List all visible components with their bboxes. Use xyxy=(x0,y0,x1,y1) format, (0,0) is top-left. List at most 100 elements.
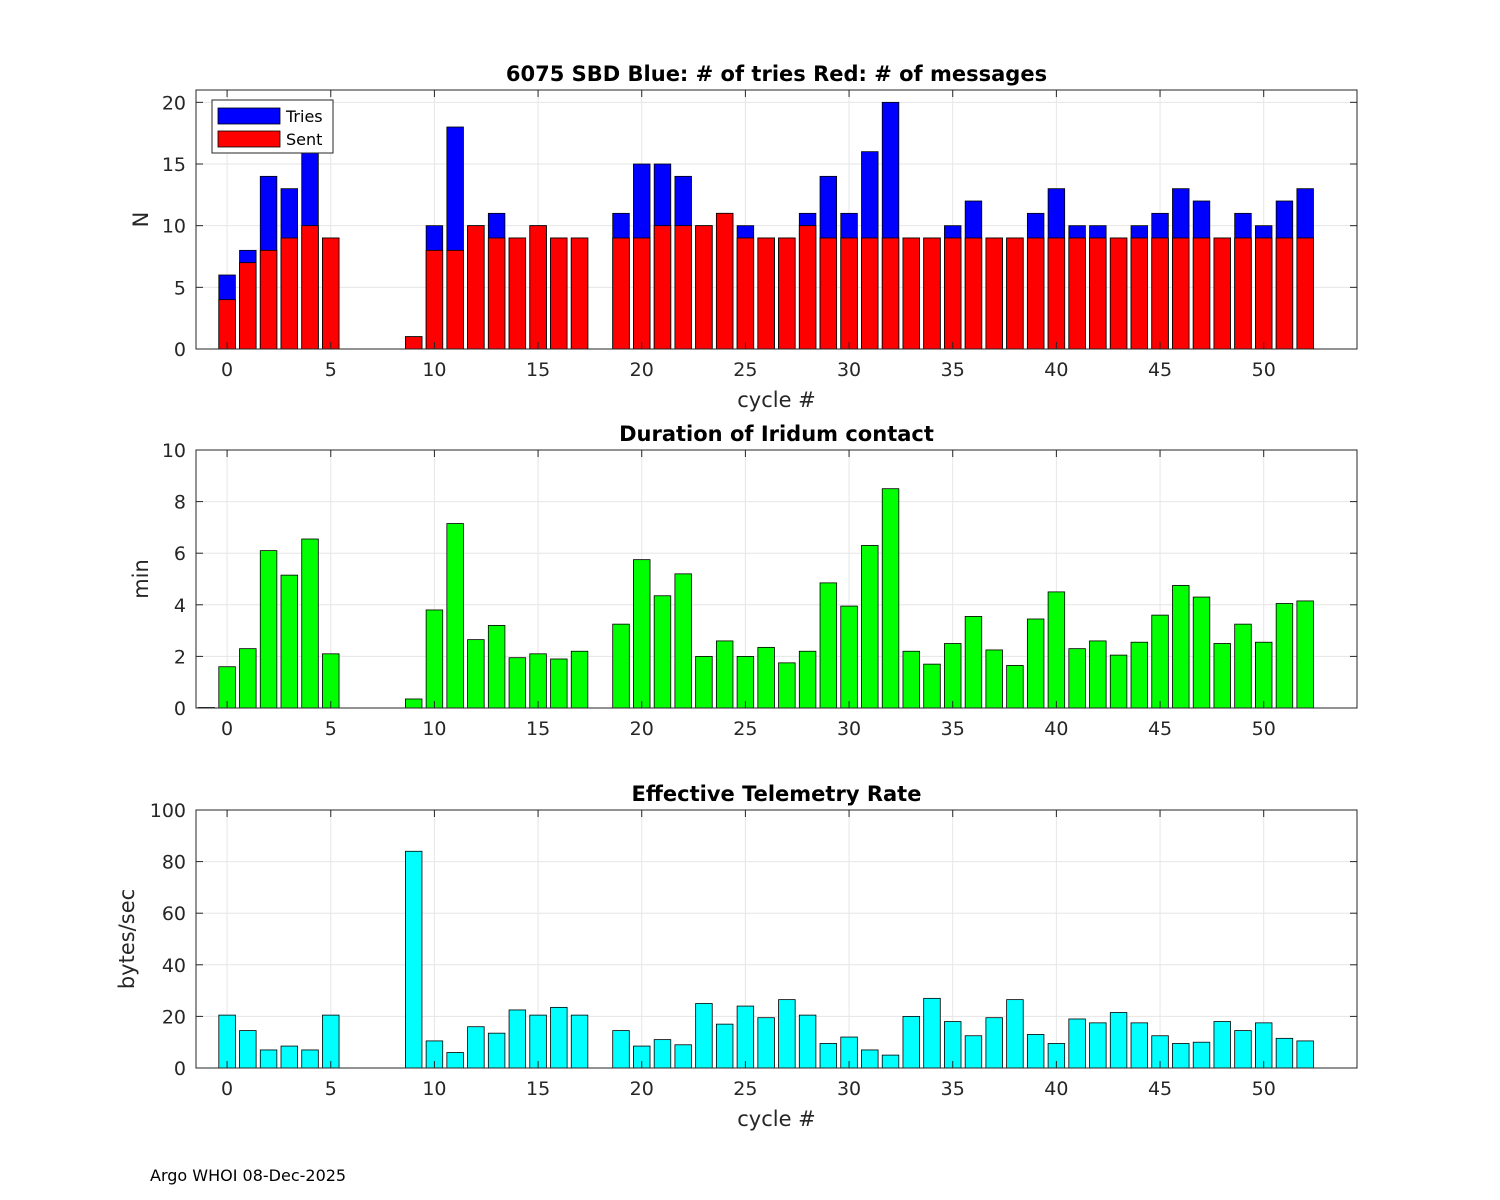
bar-value xyxy=(1275,1037,1294,1069)
bar-value xyxy=(322,653,340,709)
bar-value xyxy=(1192,596,1211,709)
bar-sent xyxy=(1006,237,1024,350)
x-tick-label: 0 xyxy=(221,359,233,381)
bar-sent xyxy=(1234,237,1252,350)
bar-value xyxy=(1213,643,1231,709)
bar-sent xyxy=(757,237,775,350)
x-tick-label: 40 xyxy=(1044,359,1068,381)
bar-value xyxy=(425,609,444,709)
x-tick-label: 40 xyxy=(1044,1078,1068,1100)
bar-value xyxy=(923,997,941,1069)
bar-value xyxy=(1109,1012,1128,1069)
bar-value xyxy=(861,545,879,709)
bar-value xyxy=(1296,1040,1314,1069)
bar-value xyxy=(612,1030,630,1069)
bar-value xyxy=(653,595,672,709)
x-tick-label: 45 xyxy=(1148,718,1172,740)
axes-box xyxy=(195,809,1358,1069)
bar-sent xyxy=(404,336,423,350)
bar-value xyxy=(964,616,983,709)
bar-value xyxy=(1172,585,1190,709)
bar-value xyxy=(446,523,464,709)
x-tick-label: 30 xyxy=(837,359,861,381)
bar-value xyxy=(985,1017,1003,1069)
bar-value xyxy=(550,658,568,709)
x-tick-label: 35 xyxy=(941,718,965,740)
bar-value xyxy=(218,1014,236,1069)
bar-value xyxy=(1047,591,1066,709)
bar-value xyxy=(923,663,941,709)
bar-sent xyxy=(881,237,900,350)
bar-value xyxy=(778,999,796,1069)
bar-value xyxy=(239,648,257,709)
y-axis-label: min xyxy=(129,559,153,599)
x-tick-label: 10 xyxy=(422,359,446,381)
chart-panel-1: 0 5 10 15 20 25 30 35 40 45 50 0 5 10 15 20 6075 SBD Blu… xyxy=(129,62,1358,412)
bar-value xyxy=(902,1016,920,1069)
x-tick-label: 15 xyxy=(526,359,550,381)
bar-value xyxy=(612,623,630,709)
bar-value xyxy=(1234,623,1252,709)
bar-value xyxy=(653,1039,672,1069)
bar-value xyxy=(1192,1041,1211,1069)
y-tick-label: 0 xyxy=(174,339,186,361)
bar-value xyxy=(1026,1034,1045,1069)
bar-sent xyxy=(798,225,817,350)
bar-value xyxy=(715,1023,734,1069)
footer-text: Argo WHOI 08-Dec-2025 xyxy=(150,1166,347,1185)
bar-value xyxy=(1275,603,1294,709)
y-tick-label: 5 xyxy=(174,277,186,299)
bar-sent xyxy=(1047,237,1066,350)
y-tick-label: 10 xyxy=(162,440,186,462)
bar-sent xyxy=(280,237,298,350)
bar-sent xyxy=(239,262,257,350)
y-axis-label: bytes/sec xyxy=(115,889,139,989)
bar-value xyxy=(964,1035,983,1069)
bar-sent xyxy=(1026,237,1045,350)
bar-value xyxy=(1130,641,1149,709)
y-tick-label: 0 xyxy=(174,1058,186,1080)
bar-value xyxy=(861,1049,879,1069)
bar-value xyxy=(1151,614,1169,709)
y-tick-label: 8 xyxy=(174,492,186,514)
bar-value xyxy=(798,650,817,709)
y-axis-label: N xyxy=(129,212,153,228)
bar-sent xyxy=(1296,237,1314,350)
bar-value xyxy=(1172,1043,1190,1069)
bar-sent xyxy=(778,237,796,350)
bar-value xyxy=(695,1003,713,1069)
bar-sent xyxy=(425,249,444,350)
bar-sent xyxy=(736,237,755,350)
bar-value xyxy=(1026,618,1045,709)
bar-sent xyxy=(674,225,692,350)
bar-value xyxy=(633,559,651,709)
y-tick-label: 0 xyxy=(174,698,186,720)
y-tick-label: 10 xyxy=(162,216,186,238)
bar-sent xyxy=(944,237,962,350)
x-tick-label: 5 xyxy=(325,718,337,740)
bar-sent xyxy=(1151,237,1169,350)
bar-value xyxy=(1068,648,1086,709)
x-tick-label: 15 xyxy=(526,1078,550,1100)
bar-sent xyxy=(1192,237,1211,350)
bar-value xyxy=(1006,665,1024,709)
bar-value xyxy=(1089,1022,1107,1069)
bar-sent xyxy=(923,237,941,350)
x-tick-label: 10 xyxy=(422,1078,446,1100)
bar-sent xyxy=(1213,237,1231,350)
bar-sent xyxy=(1068,237,1086,350)
bar-sent xyxy=(1130,237,1149,350)
bar-value xyxy=(508,657,527,709)
y-tick-label: 20 xyxy=(162,92,186,114)
bar-sent xyxy=(840,237,858,350)
bar-sent xyxy=(529,225,547,350)
x-tick-label: 50 xyxy=(1252,1078,1276,1100)
x-tick-label: 0 xyxy=(221,1078,233,1100)
bar-value xyxy=(902,650,920,709)
bar-value xyxy=(301,538,319,709)
x-tick-label: 25 xyxy=(733,1078,757,1100)
bar-value xyxy=(487,1032,506,1069)
bar-value xyxy=(280,1045,298,1069)
x-axis-label: cycle # xyxy=(737,1107,816,1131)
